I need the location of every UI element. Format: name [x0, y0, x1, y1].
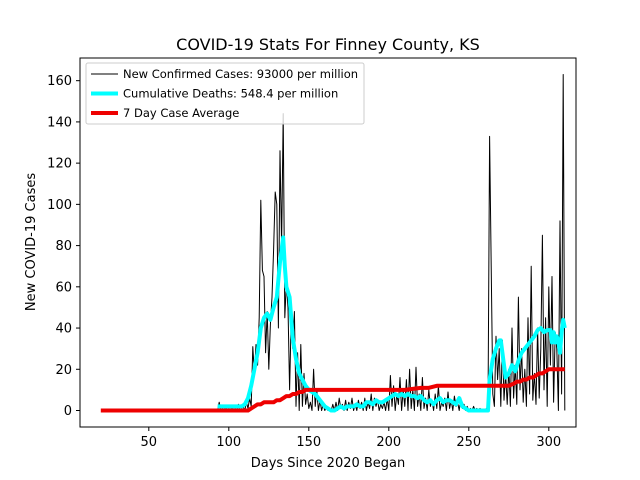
x-tick-label: 150: [296, 435, 321, 450]
chart-title: COVID-19 Stats For Finney County, KS: [176, 35, 480, 54]
y-tick-label: 160: [47, 74, 72, 89]
y-tick-label: 80: [55, 239, 72, 254]
y-tick-label: 20: [55, 363, 72, 378]
legend-label-2: Cumulative Deaths: 548.4 per million: [123, 87, 338, 101]
x-tick-label: 300: [536, 435, 561, 450]
legend-label-3: 7 Day Case Average: [123, 106, 239, 120]
y-tick-label: 140: [47, 115, 72, 130]
series-line-2: [217, 235, 567, 413]
legend-label-1: New Confirmed Cases: 93000 per million: [123, 67, 358, 81]
y-tick-label: 40: [55, 322, 72, 337]
x-tick-label: 250: [456, 435, 481, 450]
series-layer: [100, 73, 567, 413]
x-axis: 50 100 150 200 250 300: [141, 427, 561, 450]
x-axis-title: Days Since 2020 Began: [251, 456, 406, 471]
y-tick-label: 120: [47, 157, 72, 172]
x-tick-label: 200: [376, 435, 401, 450]
legend: New Confirmed Cases: 93000 per million Cu…: [85, 62, 365, 125]
x-tick-label: 50: [141, 435, 158, 450]
x-tick-label: 100: [216, 435, 241, 450]
y-axis-title: New COVID-19 Cases: [24, 173, 39, 311]
legend-box: [85, 62, 365, 125]
series-line-3: [100, 367, 565, 413]
y-tick-label: 60: [55, 280, 72, 295]
y-tick-label: 0: [64, 404, 72, 419]
y-tick-label: 100: [47, 198, 72, 213]
series-line-1: [217, 73, 566, 412]
plot-frame: [79, 57, 577, 428]
y-axis: 0 20 40 60 80 100 120 140 160: [47, 74, 80, 419]
